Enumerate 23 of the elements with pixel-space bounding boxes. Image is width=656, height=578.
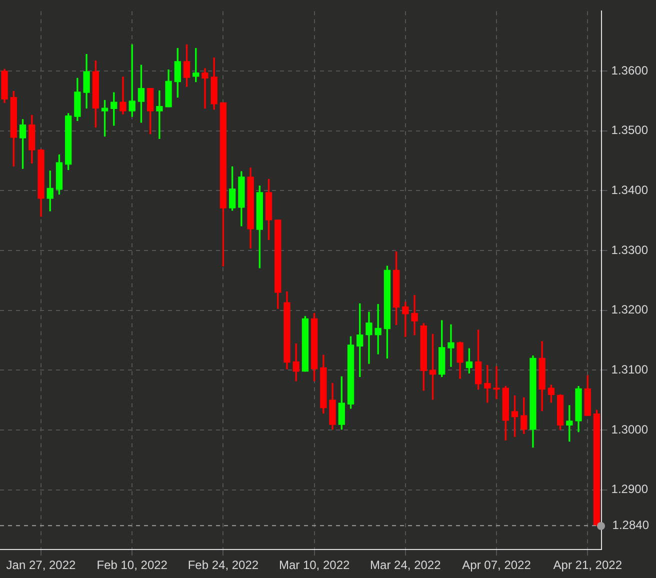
- x-tick-label: Mar 10, 2022: [278, 558, 350, 572]
- candlestick: [402, 302, 409, 337]
- x-tick-label: Feb 24, 2022: [188, 558, 259, 572]
- y-tick-label: 1.3400: [611, 182, 648, 197]
- y-tick-label: 1.3600: [611, 63, 648, 78]
- candlestick: [366, 312, 372, 364]
- y-tick-label: 1.3000: [611, 422, 648, 436]
- candlestick: [120, 76, 126, 114]
- y-tick-label: 1.3100: [611, 362, 648, 376]
- candlestick: [202, 68, 208, 108]
- x-tick-label: Mar 24, 2022: [370, 558, 442, 572]
- y-tick-label: 1.3200: [611, 302, 648, 317]
- candlestick: [448, 324, 454, 367]
- x-tick-label: Apr 07, 2022: [462, 558, 532, 572]
- x-tick-label: Apr 21, 2022: [553, 558, 622, 572]
- y-tick-label: 1.2900: [611, 482, 648, 496]
- y-tick-label: 1.3300: [611, 242, 648, 257]
- x-tick-label: Jan 27, 2022: [6, 558, 76, 572]
- y-tick-label: 1.3500: [611, 123, 648, 138]
- ref-line-label: 1.2840: [612, 518, 650, 532]
- x-tick-label: Feb 10, 2022: [96, 558, 168, 572]
- candlestick: [411, 295, 418, 336]
- candlestick: [156, 90, 163, 139]
